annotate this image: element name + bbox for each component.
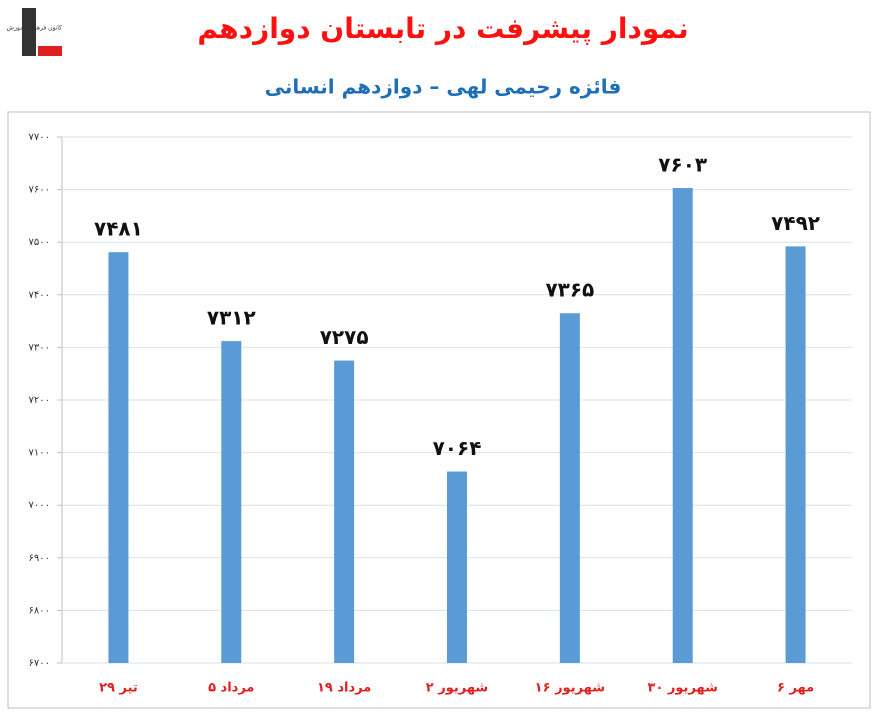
y-tick-label: ۷۶۰۰: [29, 185, 50, 196]
y-tick-label: ۷۴۰۰: [29, 290, 50, 301]
chart-subtitle: فائزه رحیمی لهی – دوازدهم انسانی: [265, 75, 622, 99]
data-label: ۷۳۶۵: [545, 278, 594, 302]
y-tick-label: ۶۹۰۰: [29, 553, 50, 564]
x-tick-label: ۲ شهریور: [426, 681, 488, 696]
bar: [785, 246, 806, 663]
bar: [672, 188, 693, 663]
data-label: ۷۴۹۲: [771, 211, 820, 235]
chart-title: نمودار پیشرفت در تابستان دوازدهم: [197, 12, 688, 45]
bar: [221, 341, 242, 663]
bar: [334, 360, 355, 663]
chart-frame: [7, 111, 871, 709]
y-tick-label: ۷۵۰۰: [29, 237, 50, 248]
y-tick-label: ۷۷۰۰: [29, 132, 50, 143]
y-tick-label: ۷۱۰۰: [29, 448, 50, 459]
data-label: ۷۴۸۱: [94, 217, 143, 241]
x-tick-label: ۵ مرداد: [208, 681, 254, 696]
logo-figure: [22, 8, 36, 56]
x-tick-label: ۲۹ تیر: [99, 681, 138, 696]
y-tick-label: ۶۷۰۰: [29, 658, 50, 669]
x-tick-label: ۱۹ مرداد: [317, 681, 371, 696]
y-tick-label: ۷۰۰۰: [29, 500, 50, 511]
y-tick-label: ۷۲۰۰: [29, 395, 50, 406]
data-label: ۷۳۱۲: [207, 306, 256, 330]
y-tick-label: ۷۳۰۰: [29, 342, 50, 353]
data-label: ۷۲۷۵: [320, 325, 369, 349]
logo: کانون فرهنگی آموزش: [7, 8, 62, 56]
bar: [108, 252, 129, 663]
x-tick-label: ۶ مهر: [777, 681, 814, 696]
x-tick-label: ۳۰ شهریور: [648, 681, 718, 696]
logo-text: کانون فرهنگی آموزش: [7, 23, 62, 32]
bar: [559, 313, 580, 663]
x-tick-label: ۱۶ شهریور: [535, 681, 605, 696]
bar: [447, 471, 467, 663]
data-label: ۷۶۰۳: [658, 153, 707, 177]
data-label: ۷۰۶۴: [433, 436, 482, 460]
y-tick-label: ۶۸۰۰: [29, 605, 50, 616]
logo-band: [38, 46, 62, 56]
